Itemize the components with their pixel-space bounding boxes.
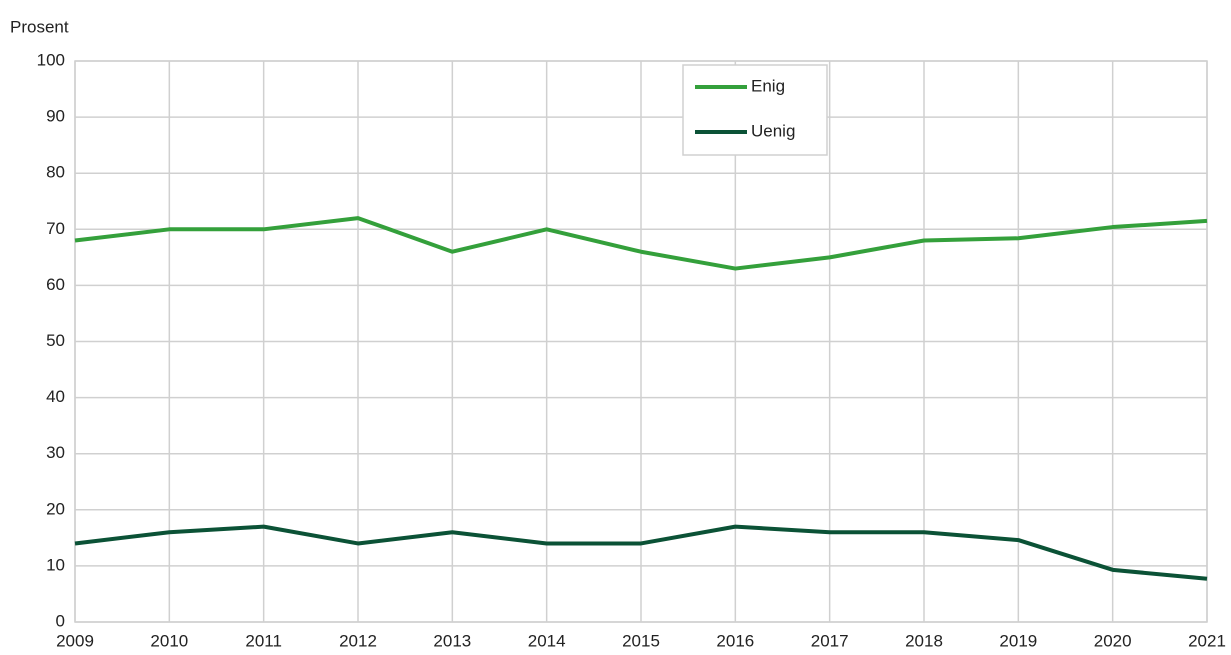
x-tick-label: 2020 (1094, 631, 1132, 650)
x-tick-label: 2017 (811, 631, 849, 650)
y-tick-label: 0 (56, 611, 65, 630)
y-tick-label: 60 (46, 275, 65, 294)
x-tick-label: 2010 (150, 631, 188, 650)
x-tick-label: 2011 (245, 631, 282, 650)
x-tick-label: 2016 (716, 631, 754, 650)
data-line (74, 216, 1208, 271)
x-tick-label: 2019 (999, 631, 1037, 650)
x-tick-label: 2015 (622, 631, 660, 650)
y-tick-label: 20 (46, 499, 65, 518)
legend-box (682, 64, 828, 156)
y-tick-label: 90 (46, 107, 65, 126)
data-line (74, 524, 1208, 581)
y-tick-label: 100 (37, 50, 65, 69)
y-tick-label: 10 (46, 555, 65, 574)
legend-label: Enig (751, 76, 785, 95)
y-tick-label: 40 (46, 387, 65, 406)
y-tick-label: 30 (46, 443, 65, 462)
y-axis-label: Prosent (10, 17, 69, 36)
y-tick-label: 50 (46, 331, 65, 350)
x-tick-label: 2009 (56, 631, 94, 650)
x-tick-label: 2014 (528, 631, 566, 650)
x-tick-label: 2013 (433, 631, 471, 650)
x-tick-label: 2012 (339, 631, 377, 650)
legend-label: Uenig (751, 121, 795, 140)
x-tick-label: 2018 (905, 631, 943, 650)
plot-frame (74, 60, 1208, 623)
y-tick-label: 70 (46, 219, 65, 238)
y-tick-label: 80 (46, 163, 65, 182)
x-tick-label: 2021 (1188, 631, 1226, 650)
